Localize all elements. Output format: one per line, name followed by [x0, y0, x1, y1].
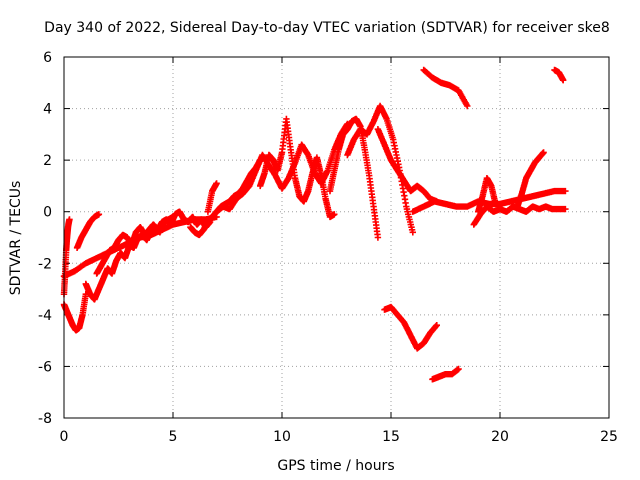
- data-series: [60, 66, 569, 383]
- y-tick-label: 4: [43, 102, 52, 118]
- series-arc-11: [326, 115, 382, 241]
- y-tick-label: 0: [43, 205, 52, 221]
- y-tick-label: 6: [43, 50, 52, 66]
- y-tick-label: -2: [38, 256, 52, 272]
- y-tick-label: -6: [38, 359, 52, 375]
- series-arc-17: [514, 149, 547, 210]
- y-axis-label: SDTVAR / TECUs: [8, 181, 24, 296]
- y-tick-label: -8: [38, 411, 52, 427]
- series-arc-10: [257, 115, 338, 221]
- series-arc-18: [381, 303, 440, 352]
- x-tick-label: 5: [169, 429, 178, 445]
- series-arc-20: [551, 66, 567, 84]
- series-arc-19: [420, 66, 471, 110]
- x-axis-label: GPS time / hours: [277, 458, 394, 474]
- series-arc-9: [213, 120, 351, 215]
- chart-title: Day 340 of 2022, Sidereal Day-to-day VTE…: [44, 20, 610, 36]
- y-tick-label: -4: [38, 308, 52, 324]
- series-arc-1: [60, 291, 89, 334]
- series-arc-6: [93, 208, 214, 277]
- x-tick-label: 10: [273, 429, 291, 445]
- series-arc-21: [429, 365, 462, 383]
- y-tick-label: 2: [43, 153, 52, 169]
- series-arc-2: [60, 216, 73, 298]
- series-arc-12: [344, 102, 416, 236]
- x-tick-label: 15: [382, 429, 400, 445]
- series-arc-8: [204, 180, 220, 215]
- plot-frame: [63, 56, 610, 419]
- series-arc-16: [475, 175, 499, 215]
- x-tick-label: 25: [600, 429, 618, 445]
- series-arc-13: [374, 126, 440, 205]
- x-tick-label: 20: [491, 429, 509, 445]
- series-arc-4: [73, 211, 103, 251]
- x-tick-label: 0: [60, 429, 69, 445]
